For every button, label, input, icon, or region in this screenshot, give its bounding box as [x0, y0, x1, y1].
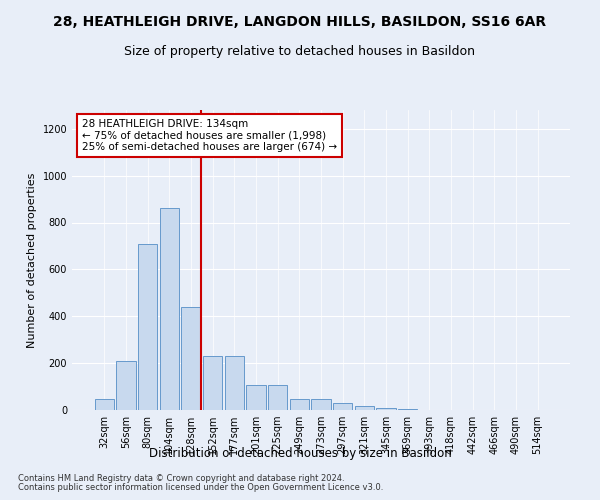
Text: Size of property relative to detached houses in Basildon: Size of property relative to detached ho…: [125, 45, 476, 58]
Text: Contains public sector information licensed under the Open Government Licence v3: Contains public sector information licen…: [18, 483, 383, 492]
Bar: [333, 403, 352, 410]
Bar: [290, 399, 309, 410]
Bar: [203, 356, 223, 410]
Bar: [138, 244, 157, 410]
Text: Distribution of detached houses by size in Basildon: Distribution of detached houses by size …: [149, 448, 451, 460]
Bar: [246, 386, 266, 410]
Bar: [116, 361, 136, 410]
Bar: [224, 356, 244, 410]
Bar: [160, 208, 179, 410]
Bar: [181, 307, 201, 410]
Bar: [376, 408, 396, 410]
Y-axis label: Number of detached properties: Number of detached properties: [27, 172, 37, 348]
Bar: [355, 406, 374, 410]
Bar: [95, 399, 114, 410]
Text: Contains HM Land Registry data © Crown copyright and database right 2024.: Contains HM Land Registry data © Crown c…: [18, 474, 344, 483]
Text: 28, HEATHLEIGH DRIVE, LANGDON HILLS, BASILDON, SS16 6AR: 28, HEATHLEIGH DRIVE, LANGDON HILLS, BAS…: [53, 15, 547, 29]
Text: 28 HEATHLEIGH DRIVE: 134sqm
← 75% of detached houses are smaller (1,998)
25% of : 28 HEATHLEIGH DRIVE: 134sqm ← 75% of det…: [82, 119, 337, 152]
Bar: [268, 386, 287, 410]
Bar: [311, 399, 331, 410]
